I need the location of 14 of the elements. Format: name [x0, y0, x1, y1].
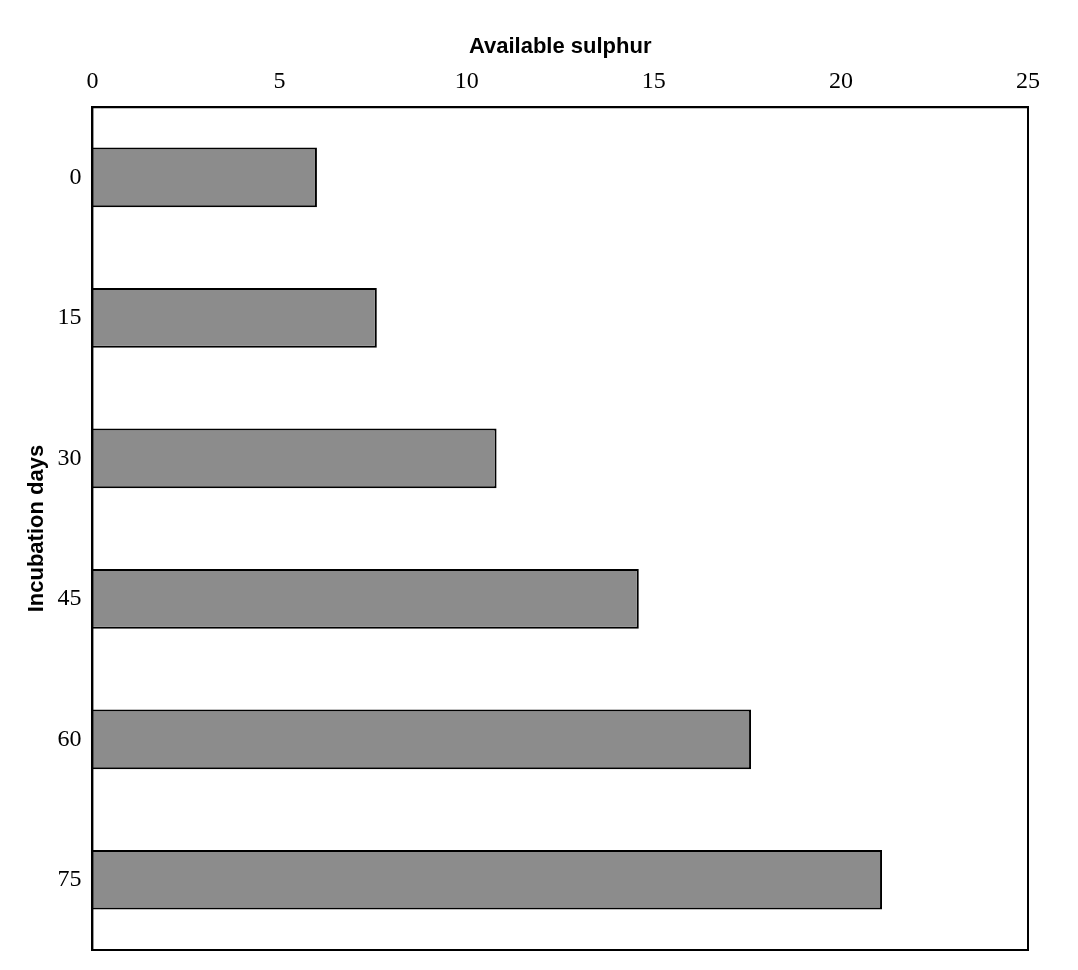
- x-tick-label: 0: [86, 67, 99, 94]
- y-tick-label: 0: [69, 162, 82, 189]
- x-tick-label: 10: [454, 67, 479, 94]
- x-tick-label: 20: [828, 67, 853, 94]
- y-axis-title: Incubation days: [23, 444, 49, 613]
- x-tick-label: 25: [1016, 67, 1040, 94]
- y-tick-label: 75: [57, 865, 82, 892]
- y-tick-label: 45: [57, 584, 82, 611]
- y-tick-label: 30: [57, 443, 82, 470]
- x-axis-title: Available sulphur: [468, 33, 652, 59]
- x-tick-label: 15: [641, 67, 666, 94]
- x-tick-label: 5: [273, 67, 286, 94]
- y-tick-label: 15: [57, 303, 82, 330]
- y-tick-label: 60: [57, 724, 82, 751]
